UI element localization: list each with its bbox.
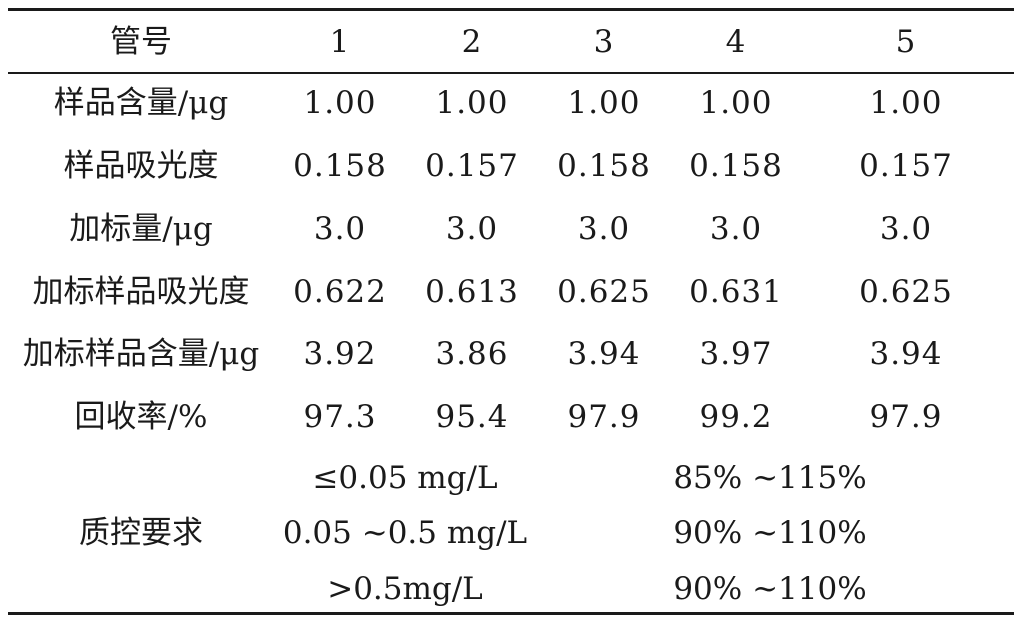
row-value: 3.92 xyxy=(303,336,377,372)
row-value: 1.00 xyxy=(303,85,377,121)
row-label: 样品吸光度 xyxy=(63,148,219,184)
header-tube-5: 5 xyxy=(895,24,917,60)
row-value: 0.613 xyxy=(425,274,519,310)
row-value: 0.622 xyxy=(293,274,387,310)
row-value: 95.4 xyxy=(435,399,509,435)
row-value: 3.0 xyxy=(313,211,367,247)
row-value: 3.86 xyxy=(435,336,509,372)
row-value: 3.94 xyxy=(567,336,641,372)
qc-requirement: 90% ~110% xyxy=(673,571,867,607)
row-value: 0.158 xyxy=(293,148,387,184)
row-value: 1.00 xyxy=(869,85,943,121)
row-value: 0.157 xyxy=(425,148,519,184)
row-value: 3.97 xyxy=(699,336,773,372)
row-value: 1.00 xyxy=(699,85,773,121)
row-value: 3.0 xyxy=(445,211,499,247)
qc-requirement: 85% ~115% xyxy=(673,460,867,496)
row-value: 0.157 xyxy=(859,148,953,184)
qc-requirement: 90% ~110% xyxy=(673,515,867,551)
row-label: 加标样品吸光度 xyxy=(32,274,250,310)
qc-range: 0.05 ~0.5 mg/L xyxy=(282,515,528,551)
row-value: 97.9 xyxy=(869,399,943,435)
row-value: 0.631 xyxy=(689,274,783,310)
header-tube-4: 4 xyxy=(725,24,747,60)
qc-range: >0.5mg/L xyxy=(327,571,483,607)
row-value: 3.0 xyxy=(709,211,763,247)
header-tube-1: 1 xyxy=(329,24,351,60)
row-value: 3.0 xyxy=(577,211,631,247)
header-tube-2: 2 xyxy=(461,24,483,60)
row-value: 0.625 xyxy=(859,274,953,310)
table-header-rule xyxy=(8,72,1014,74)
row-label: 加标样品含量/μg xyxy=(22,336,260,372)
row-value: 3.0 xyxy=(879,211,933,247)
row-value: 0.625 xyxy=(557,274,651,310)
row-value: 1.00 xyxy=(567,85,641,121)
row-label: 加标量/μg xyxy=(69,211,213,247)
row-value: 0.158 xyxy=(557,148,651,184)
row-value: 97.3 xyxy=(303,399,377,435)
row-value: 3.94 xyxy=(869,336,943,372)
row-value: 0.158 xyxy=(689,148,783,184)
row-value: 97.9 xyxy=(567,399,641,435)
row-value: 1.00 xyxy=(435,85,509,121)
row-value: 99.2 xyxy=(699,399,773,435)
qc-range: ≤0.05 mg/L xyxy=(312,460,498,496)
header-tube-3: 3 xyxy=(593,24,615,60)
table-top-rule xyxy=(8,8,1014,11)
row-label: 样品含量/μg xyxy=(53,85,229,121)
header-label: 管号 xyxy=(110,24,172,60)
qc-label: 质控要求 xyxy=(79,515,203,551)
table-bottom-rule xyxy=(8,612,1014,615)
row-label: 回收率/% xyxy=(74,399,208,435)
